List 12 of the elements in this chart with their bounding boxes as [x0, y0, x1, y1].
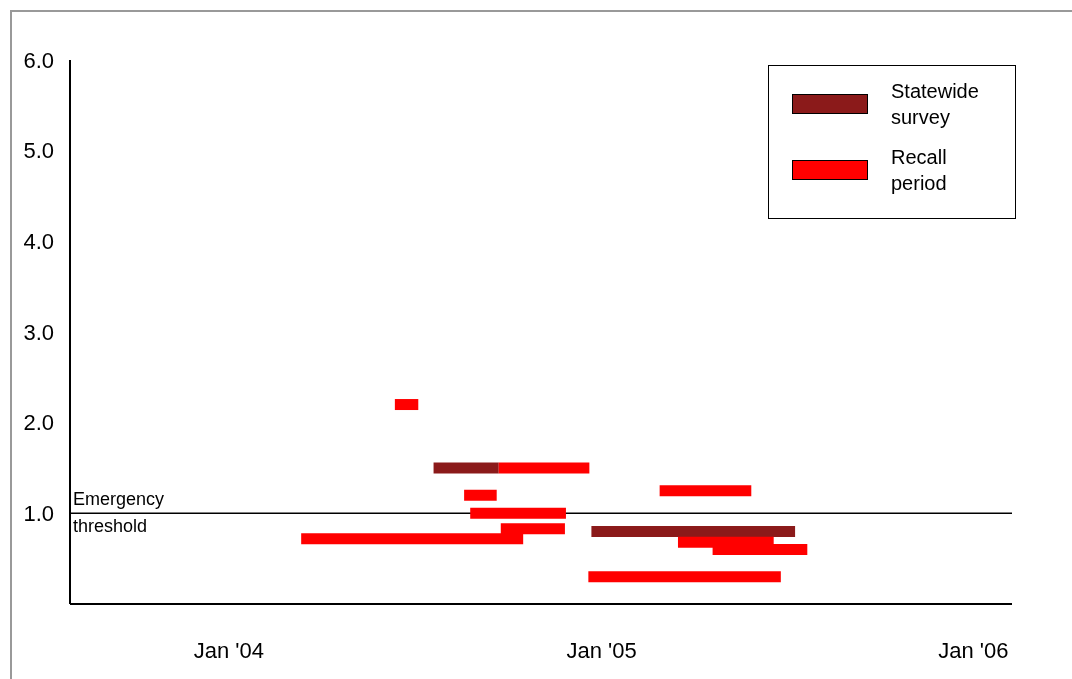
y-tick-label: 1.0 — [23, 501, 54, 527]
ref-line-label: Emergency threshold — [73, 489, 165, 537]
y-tick-label: 6.0 — [23, 47, 54, 73]
legend-label: Statewide survey — [891, 79, 980, 130]
y-tick-label: 5.0 — [23, 138, 54, 164]
y-tick-label: 2.0 — [23, 410, 54, 436]
x-tick-label: Jan '05 — [566, 637, 637, 663]
legend-label: Recall period — [891, 145, 948, 196]
y-tick-label: 4.0 — [23, 229, 54, 255]
x-tick-label: Jan '06 — [938, 637, 1009, 663]
x-tick-label: Jan '04 — [193, 637, 264, 663]
y-tick-label: 3.0 — [23, 319, 54, 345]
